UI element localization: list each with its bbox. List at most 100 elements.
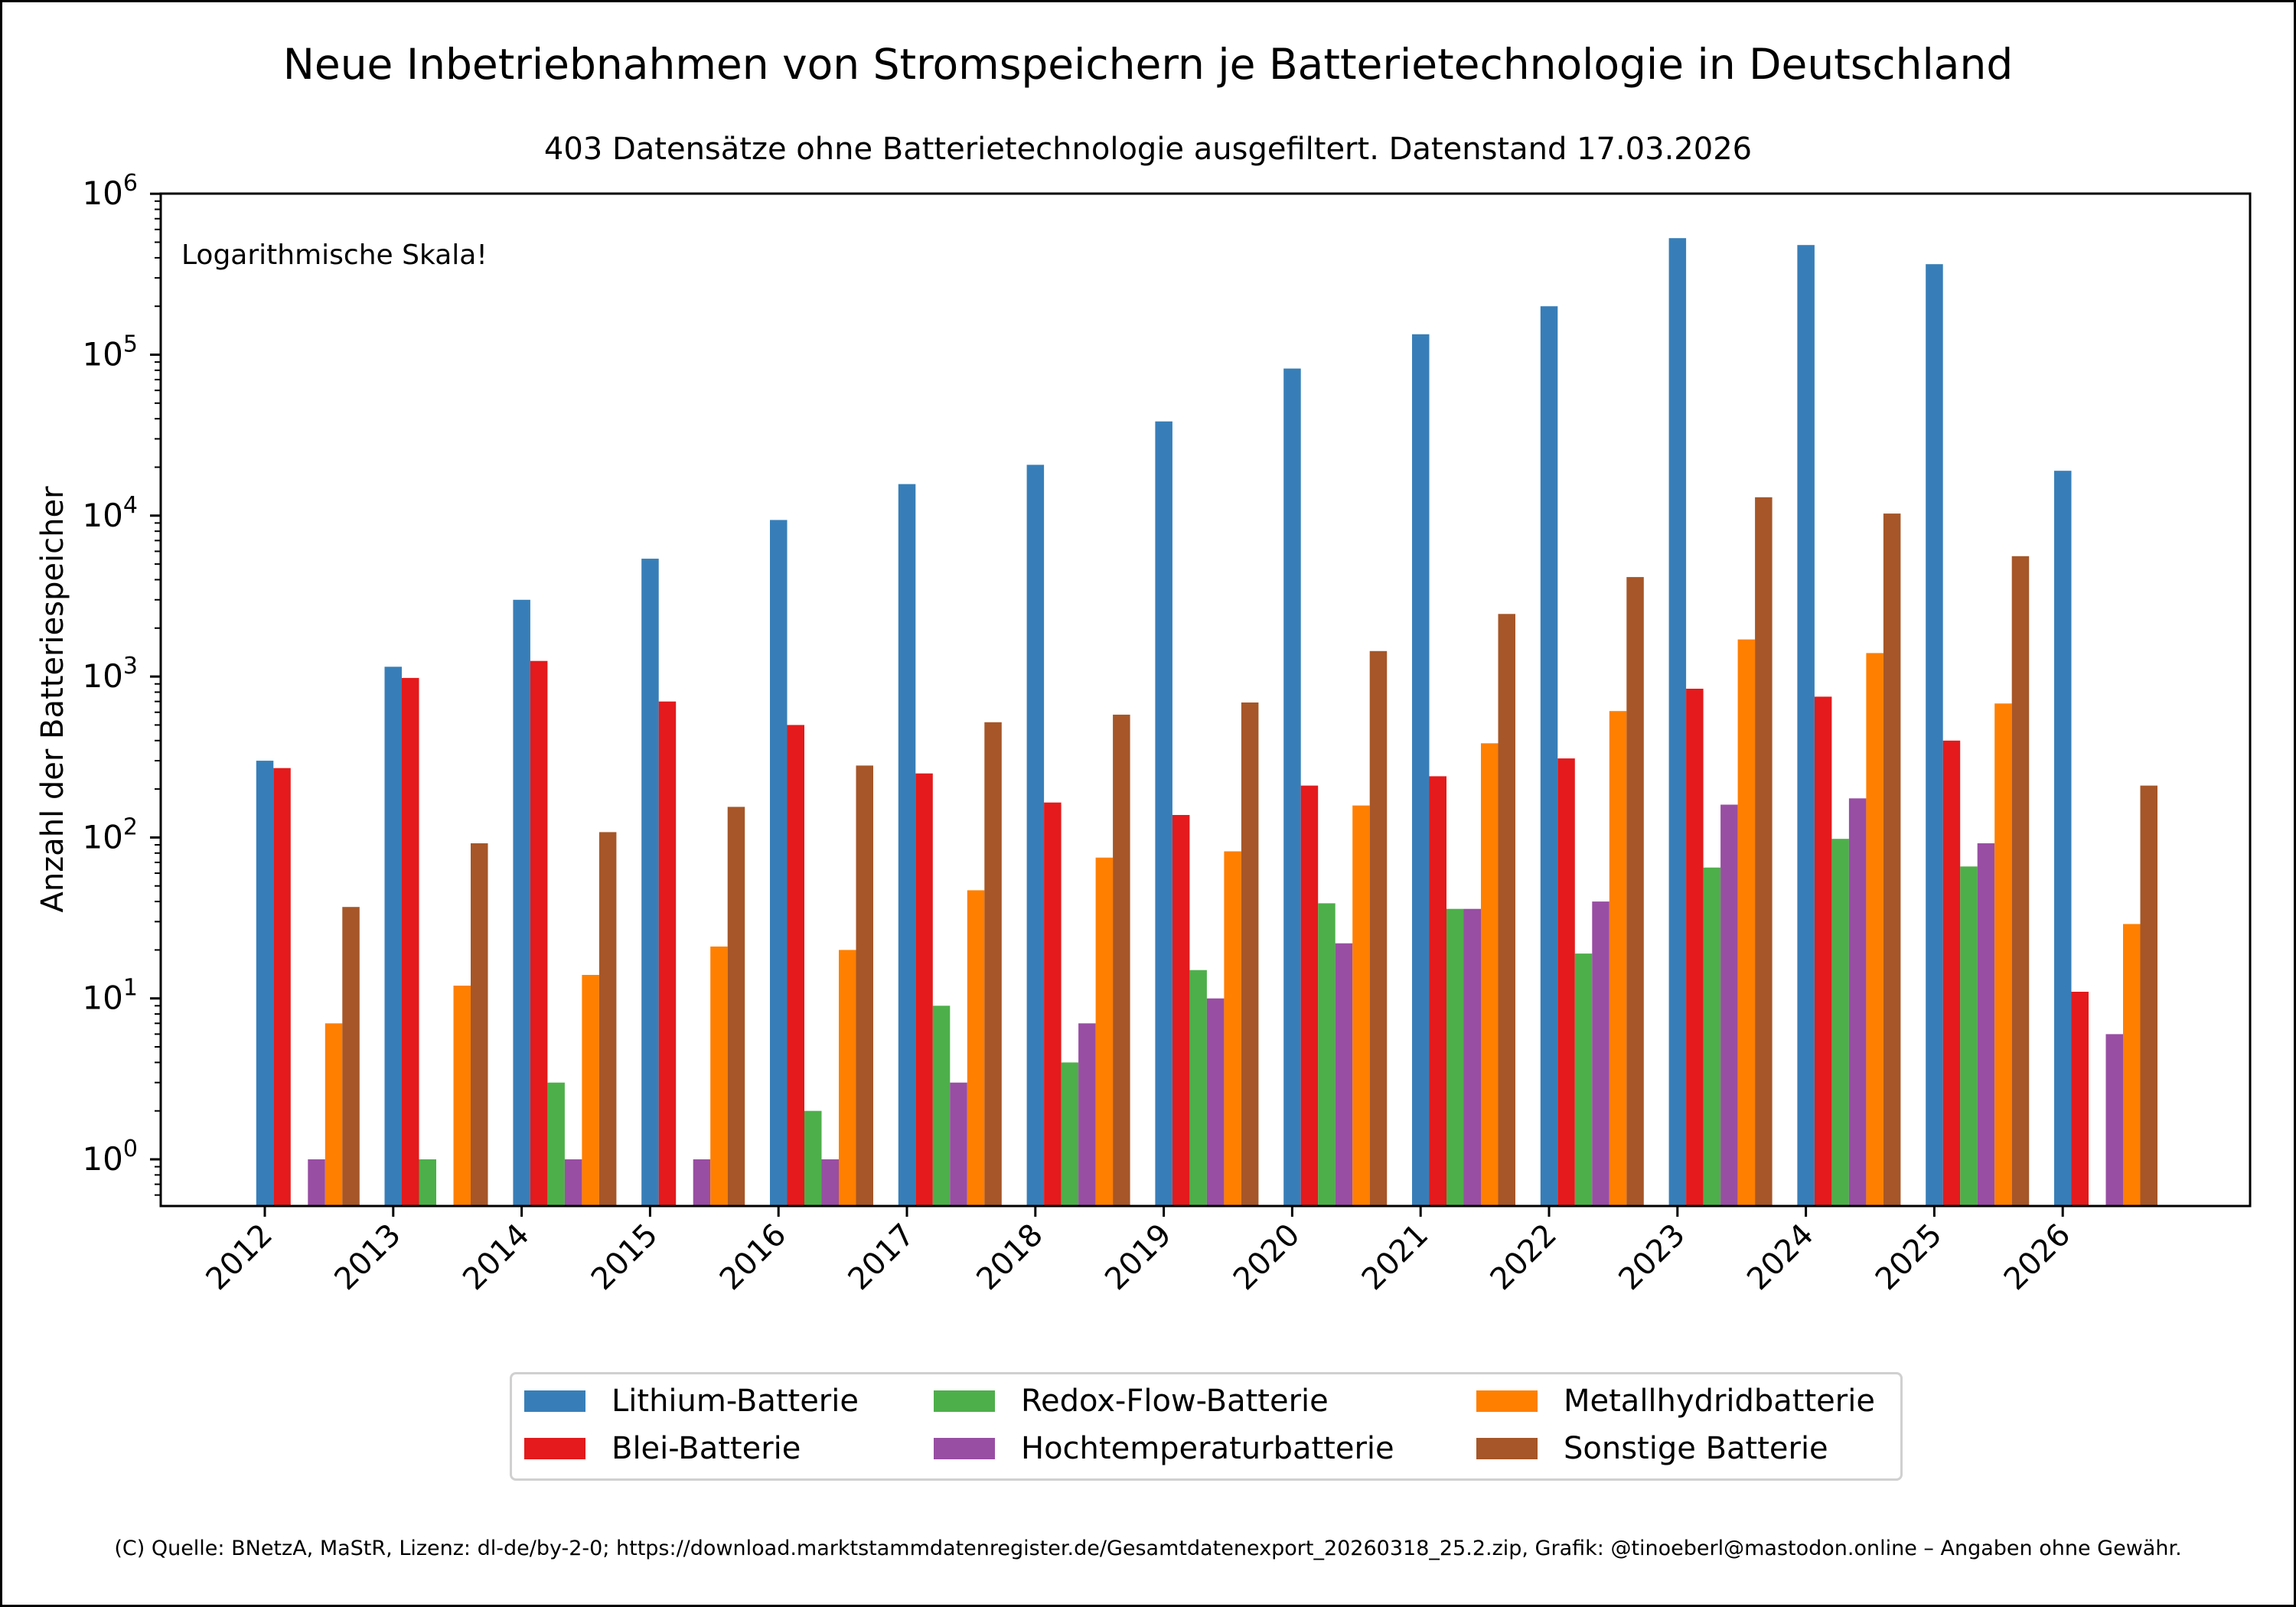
bar-lithium-batterie-2020 [1283, 368, 1301, 1207]
bar-lithium-batterie-2015 [641, 559, 659, 1206]
bar-redox-flow-batterie-2016 [804, 1110, 822, 1206]
bar-sonstige-batterie-2020 [1369, 650, 1388, 1206]
bar-lithium-batterie-2018 [1026, 464, 1045, 1206]
bar-metallhydridbatterie-2016 [839, 950, 856, 1206]
bar-redox-flow-batterie-2017 [932, 1006, 951, 1206]
bar-blei-batterie-2015 [658, 701, 677, 1206]
bar-lithium-batterie-2017 [898, 484, 916, 1206]
bar-hochtemperaturbatterie-2024 [1848, 798, 1867, 1206]
bar-sonstige-batterie-2012 [342, 907, 360, 1206]
bar-sonstige-batterie-2019 [1241, 702, 1259, 1206]
bar-metallhydridbatterie-2013 [453, 986, 471, 1206]
plot-frame [159, 192, 2252, 1208]
bar-lithium-batterie-2012 [256, 761, 274, 1206]
bar-blei-batterie-2023 [1686, 689, 1704, 1206]
bar-hochtemperaturbatterie-2017 [950, 1082, 967, 1206]
bar-hochtemperaturbatterie-2020 [1335, 943, 1353, 1206]
bar-lithium-batterie-2021 [1412, 334, 1430, 1206]
bar-sonstige-batterie-2024 [1883, 513, 1901, 1206]
legend-item-hochtemperatur: Hochtemperaturbatterie [934, 1431, 1394, 1466]
legend-item-blei: Blei-Batterie [524, 1431, 801, 1466]
bar-sonstige-batterie-2014 [598, 832, 617, 1206]
bar-metallhydridbatterie-2014 [582, 975, 599, 1206]
bar-hochtemperaturbatterie-2014 [564, 1159, 582, 1206]
bar-blei-batterie-2012 [273, 768, 291, 1206]
y-tick-label: 100 [82, 1136, 138, 1178]
bar-hochtemperaturbatterie-2019 [1206, 998, 1225, 1206]
bar-blei-batterie-2021 [1429, 776, 1446, 1206]
chart-title: Neue Inbetriebnahmen von Stromspeichern … [282, 40, 2014, 89]
x-tick-label: 2026 [1998, 1217, 2078, 1298]
x-tick-label: 2020 [1227, 1217, 1307, 1298]
bar-hochtemperaturbatterie-2018 [1078, 1023, 1096, 1206]
bar-redox-flow-batterie-2019 [1189, 970, 1207, 1206]
bar-redox-flow-batterie-2021 [1446, 908, 1464, 1206]
bar-sonstige-batterie-2021 [1498, 614, 1515, 1206]
legend-item-lithium: Lithium-Batterie [524, 1384, 859, 1419]
bar-sonstige-batterie-2017 [984, 722, 1002, 1206]
bar-blei-batterie-2014 [530, 660, 548, 1206]
y-tick-label: 106 [82, 170, 138, 212]
bar-redox-flow-batterie-2023 [1703, 867, 1721, 1206]
bar-hochtemperaturbatterie-2023 [1720, 804, 1738, 1206]
bar-sonstige-batterie-2025 [2011, 556, 2030, 1206]
x-tick-label: 2019 [1098, 1217, 1179, 1298]
bar-redox-flow-batterie-2024 [1831, 839, 1849, 1206]
bar-redox-flow-batterie-2013 [419, 1159, 436, 1206]
bar-hochtemperaturbatterie-2026 [2105, 1034, 2123, 1206]
bar-lithium-batterie-2022 [1540, 306, 1558, 1207]
x-tick-label: 2015 [585, 1217, 665, 1298]
bar-sonstige-batterie-2026 [2140, 785, 2157, 1206]
bar-redox-flow-batterie-2020 [1318, 903, 1336, 1206]
bar-hochtemperaturbatterie-2012 [308, 1159, 325, 1206]
bar-hochtemperaturbatterie-2022 [1592, 901, 1609, 1206]
legend-label: Hochtemperaturbatterie [1021, 1431, 1394, 1466]
legend-swatch-metallhydrid [1476, 1390, 1538, 1412]
bar-lithium-batterie-2023 [1668, 238, 1687, 1207]
bar-blei-batterie-2026 [2071, 992, 2089, 1206]
bar-blei-batterie-2020 [1300, 785, 1319, 1206]
legend-swatch-sonstige [1476, 1438, 1538, 1459]
bar-lithium-batterie-2025 [1926, 264, 1943, 1207]
legend-swatch-redox-flow [934, 1390, 995, 1412]
y-tick-label: 104 [82, 492, 138, 534]
bar-redox-flow-batterie-2014 [547, 1082, 565, 1206]
bar-metallhydridbatterie-2017 [967, 890, 985, 1206]
log-scale-annotation: Logarithmische Skala! [181, 240, 488, 271]
legend-label: Blei-Batterie [612, 1431, 801, 1466]
legend-swatch-blei [524, 1438, 585, 1459]
bar-lithium-batterie-2016 [770, 520, 788, 1206]
bar-lithium-batterie-2024 [1797, 245, 1815, 1207]
bar-hochtemperaturbatterie-2021 [1463, 908, 1481, 1206]
bar-metallhydridbatterie-2026 [2123, 924, 2141, 1206]
source-credit: (C) Quelle: BNetzA, MaStR, Lizenz: dl-de… [114, 1537, 2182, 1560]
x-tick-label: 2021 [1355, 1217, 1436, 1298]
legend-label: Lithium-Batterie [612, 1384, 859, 1419]
chart-subtitle: 403 Datensätze ohne Batterietechnologie … [543, 132, 1753, 167]
bar-sonstige-batterie-2013 [471, 843, 488, 1206]
legend-item-redox-flow: Redox-Flow-Batterie [934, 1384, 1329, 1419]
bar-metallhydridbatterie-2012 [325, 1023, 343, 1206]
legend-item-metallhydrid: Metallhydridbatterie [1476, 1384, 1875, 1419]
legend-label: Sonstige Batterie [1564, 1431, 1828, 1466]
legend-label: Metallhydridbatterie [1564, 1384, 1875, 1419]
bar-metallhydridbatterie-2022 [1609, 711, 1627, 1206]
x-tick-label: 2018 [970, 1217, 1050, 1298]
y-tick-label: 103 [82, 653, 138, 695]
bar-redox-flow-batterie-2018 [1061, 1062, 1079, 1206]
bar-metallhydridbatterie-2020 [1352, 805, 1370, 1206]
y-tick-label: 102 [82, 813, 138, 856]
bar-redox-flow-batterie-2025 [1960, 866, 1978, 1206]
bar-lithium-batterie-2014 [513, 599, 530, 1206]
legend-label: Redox-Flow-Batterie [1021, 1384, 1329, 1419]
x-tick-label: 2017 [842, 1217, 922, 1298]
x-tick-label: 2023 [1612, 1217, 1692, 1298]
y-tick-label: 101 [82, 975, 138, 1017]
bar-redox-flow-batterie-2022 [1574, 953, 1593, 1206]
bar-metallhydridbatterie-2018 [1095, 857, 1114, 1206]
bar-sonstige-batterie-2022 [1626, 577, 1644, 1206]
x-tick-label: 2016 [713, 1217, 794, 1298]
bar-metallhydridbatterie-2015 [710, 946, 728, 1206]
